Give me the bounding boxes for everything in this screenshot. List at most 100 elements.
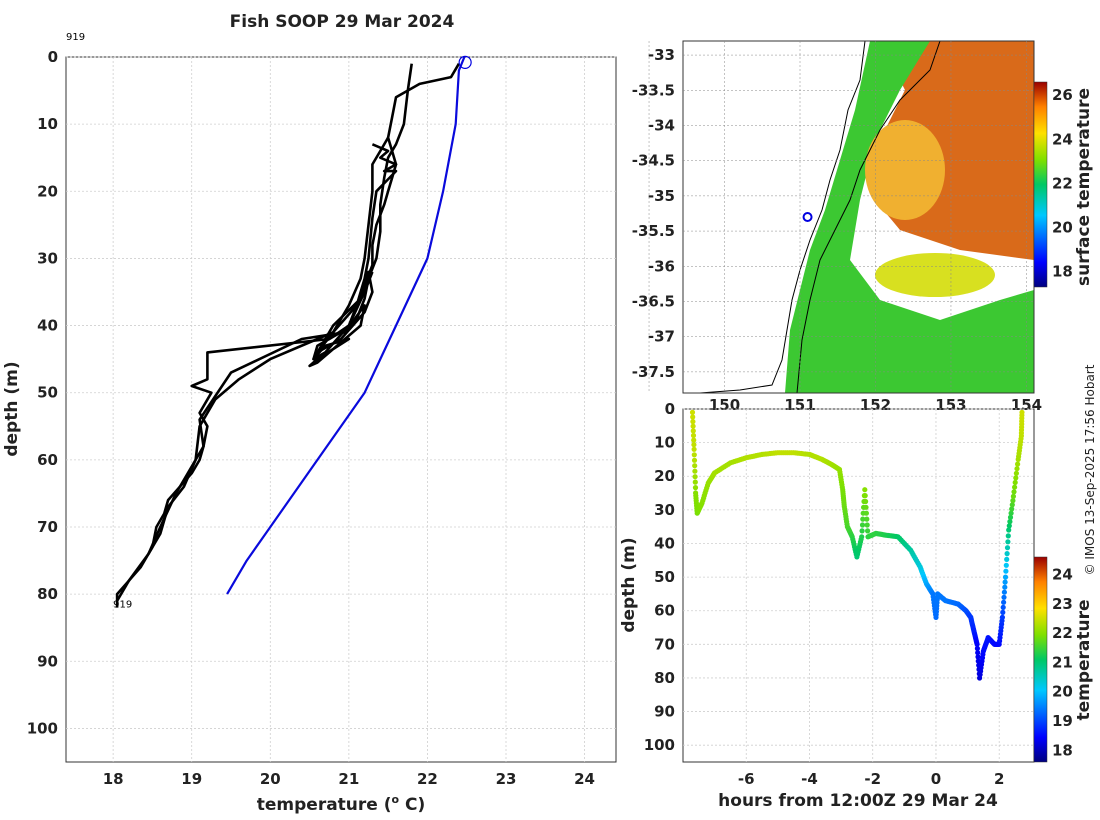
y-tick-label: 0 bbox=[665, 400, 675, 418]
depth-point bbox=[690, 428, 696, 434]
eddy-band bbox=[875, 253, 995, 297]
grid bbox=[66, 56, 616, 762]
depth-point bbox=[1012, 479, 1018, 486]
depth-point bbox=[692, 479, 698, 485]
map-axis-ticks: -33 -33.5 -34 -34.5 -35 -35.5 -36 -36.5 -37 -37.5… bbox=[632, 41, 1042, 414]
depth-point bbox=[1005, 533, 1011, 539]
depth-point bbox=[860, 516, 866, 522]
profile-chart: Fish SOOP 29 Mar 2024 18 19 20 21 22 23 24 0 10 2… bbox=[2, 12, 617, 815]
depth-point bbox=[859, 528, 865, 534]
temperature-colorbar bbox=[1033, 556, 1048, 763]
colorbar-tick-label: 22 bbox=[1052, 624, 1073, 642]
depth-point bbox=[692, 485, 699, 491]
x-tick-label: 0 bbox=[931, 770, 941, 788]
y-tick-label: 60 bbox=[37, 451, 58, 469]
annotations: 919 919 bbox=[66, 32, 132, 610]
plot-area bbox=[65, 56, 617, 763]
cool-shelf-water bbox=[785, 41, 1034, 393]
colorbar-tick-label: 18 bbox=[1052, 263, 1073, 281]
eddy-core bbox=[865, 120, 945, 220]
x-axis-label: temperature (o C) bbox=[257, 793, 426, 815]
depth-point bbox=[863, 510, 870, 516]
lat-tick-label: -37 bbox=[648, 328, 675, 346]
depth-point bbox=[1010, 498, 1016, 504]
lat-tick-label: -34 bbox=[648, 116, 675, 134]
profile-line bbox=[147, 136, 390, 555]
y-tick-label: 20 bbox=[654, 467, 675, 485]
x-tick-label: 19 bbox=[181, 770, 202, 788]
depth-point bbox=[692, 468, 698, 474]
x-tick-label: -6 bbox=[738, 770, 755, 788]
depth-point bbox=[1019, 409, 1025, 415]
x-axis-label: hours from 12:00Z 29 Mar 24 bbox=[718, 791, 998, 811]
x-tick-label: 18 bbox=[103, 770, 124, 788]
y-axis-label: depth (m) bbox=[619, 537, 639, 632]
y-tick-label: 60 bbox=[654, 602, 675, 620]
sst-map: -33 -33.5 -34 -34.5 -35 -35.5 -36 -36.5 -37 -37.5… bbox=[632, 40, 1094, 414]
depth-point bbox=[1015, 461, 1021, 467]
depth-point bbox=[863, 504, 869, 510]
lon-tick-label: 150 bbox=[709, 396, 740, 414]
depth-point bbox=[690, 414, 696, 420]
y-tick-label: 0 bbox=[48, 48, 58, 66]
series-group bbox=[115, 55, 472, 608]
depth-point bbox=[1007, 514, 1014, 521]
profile-line bbox=[312, 143, 398, 361]
depth-point bbox=[1002, 579, 1008, 585]
profile-line bbox=[115, 63, 461, 608]
temperature-colorbar-ticks: 24 23 22 21 20 19 18 bbox=[1052, 566, 1073, 760]
x-axis-label-sup: o bbox=[392, 793, 400, 806]
depth-point bbox=[975, 654, 981, 660]
depth-point bbox=[1004, 545, 1011, 551]
depth-point bbox=[1004, 556, 1010, 563]
depth-point bbox=[1003, 562, 1009, 568]
scatter-points bbox=[689, 409, 1025, 681]
y-tick-label: 80 bbox=[654, 669, 675, 687]
depth-point bbox=[1011, 489, 1017, 495]
y-axis-label: depth (m) bbox=[2, 361, 22, 456]
lat-tick-label: -37.5 bbox=[632, 363, 675, 381]
x-tick-label: 20 bbox=[260, 770, 281, 788]
depth-point bbox=[975, 650, 981, 656]
chart-title: Fish SOOP 29 Mar 2024 bbox=[230, 12, 455, 32]
depth-point bbox=[1000, 609, 1006, 616]
depth-point bbox=[1013, 470, 1020, 476]
land bbox=[683, 41, 860, 393]
depth-point bbox=[690, 432, 697, 439]
ship-position-marker bbox=[802, 212, 813, 222]
y-tick-label: 90 bbox=[654, 703, 675, 721]
depth-point bbox=[865, 528, 871, 534]
colorbar-tick-label: 20 bbox=[1052, 683, 1073, 701]
cast-label: 919 bbox=[113, 600, 132, 611]
start-marker bbox=[458, 55, 472, 69]
depth-point bbox=[690, 423, 696, 429]
x-axis-label-text: temperature ( bbox=[257, 795, 392, 815]
x-tick-label: 24 bbox=[574, 770, 595, 788]
y-tick-label: 70 bbox=[654, 635, 675, 653]
depth-point bbox=[862, 487, 868, 493]
lat-tick-label: -35.5 bbox=[632, 222, 675, 240]
depth-point bbox=[974, 641, 980, 647]
colorbar-tick-label: 26 bbox=[1052, 86, 1073, 104]
y-tick-label: 10 bbox=[654, 434, 675, 452]
y-tick-label: 90 bbox=[37, 652, 58, 670]
depth-point bbox=[1001, 594, 1007, 600]
depth-point bbox=[1012, 484, 1018, 490]
lat-tick-label: -33 bbox=[648, 46, 675, 64]
climatology-line bbox=[226, 56, 466, 595]
lon-tick-label: 152 bbox=[860, 396, 891, 414]
colorbar-tick-label: 24 bbox=[1052, 566, 1073, 584]
depth-point bbox=[1006, 527, 1012, 533]
x-tick-label: 21 bbox=[338, 770, 359, 788]
lat-tick-label: -36 bbox=[648, 257, 675, 275]
depth-point bbox=[692, 474, 698, 480]
lat-tick-label: -36.5 bbox=[632, 292, 675, 310]
temperature-colorbar-label: temperature bbox=[1074, 599, 1094, 720]
depth-point bbox=[1001, 599, 1007, 605]
depth-point bbox=[692, 463, 698, 469]
lon-tick-label: 154 bbox=[1011, 396, 1042, 414]
coastline bbox=[699, 41, 866, 393]
shelf-contour bbox=[796, 41, 941, 393]
y-tick-label: 10 bbox=[37, 115, 58, 133]
